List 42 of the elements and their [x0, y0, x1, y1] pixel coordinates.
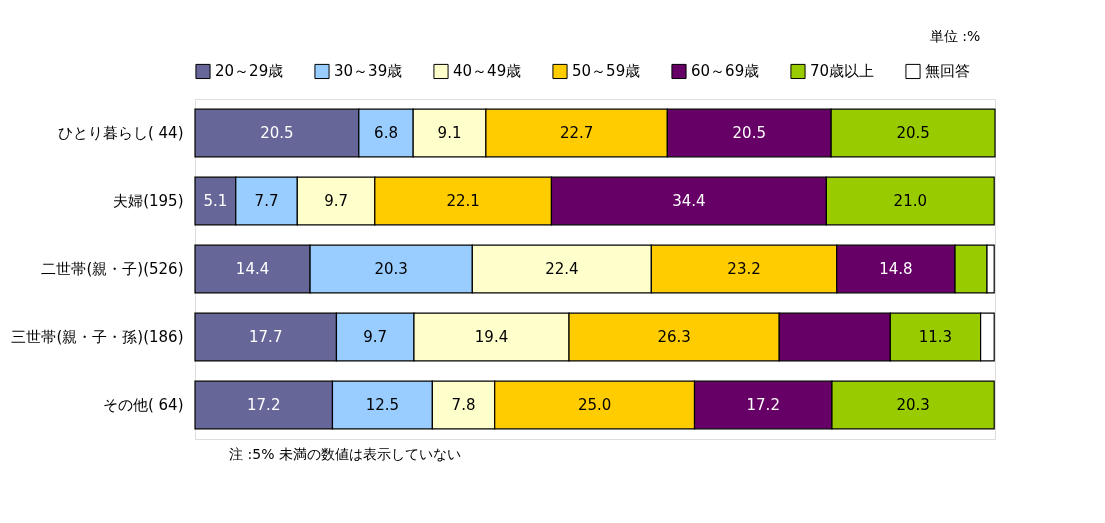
y-tick-label: 夫婦(195): [113, 192, 184, 210]
data-label: 20.5: [896, 124, 930, 142]
legend-label: 50～59歳: [572, 62, 641, 81]
data-label: 20.3: [896, 396, 930, 414]
legend-label: 無回答: [925, 62, 970, 81]
data-label: 14.4: [235, 260, 270, 278]
text: 注 :5% 未満の数値は表示していない: [229, 446, 461, 462]
data-label: 25.0: [577, 396, 612, 414]
y-tick-label: 三世帯(親・子・孫)(186): [11, 328, 184, 346]
data-label: 19.4: [474, 328, 509, 346]
data-label: 17.2: [247, 396, 281, 414]
data-label: 9.7: [324, 192, 348, 210]
data-label: 20.3: [374, 260, 408, 278]
data-label: 6.8: [374, 124, 398, 142]
data-label: 9.7: [363, 328, 388, 346]
data-label: 12.5: [365, 396, 400, 414]
data-label: 7.8: [451, 396, 476, 414]
data-label: 22.4: [545, 260, 579, 278]
data-label: 20.5: [260, 124, 294, 142]
y-tick-label: ひとり暮らし( 44): [57, 124, 184, 142]
legend-label: 30～39歳: [334, 62, 403, 81]
data-label: 20.5: [732, 124, 766, 142]
data-label: 22.7: [559, 124, 594, 142]
legend-label: 60～69歳: [691, 62, 760, 81]
data-label: 9.1: [437, 124, 462, 142]
data-label: 22.1: [446, 192, 480, 210]
data-label: 21.0: [893, 192, 927, 210]
data-label: 34.4: [672, 192, 706, 210]
legend-label: 40～49歳: [453, 62, 522, 81]
text: 単位 :%: [929, 28, 981, 44]
data-label: 14.8: [879, 260, 913, 278]
data-label: 23.2: [727, 260, 761, 278]
y-tick-label: 二世帯(親・子)(526): [41, 260, 184, 278]
data-label: 17.7: [249, 328, 283, 346]
data-label: 5.1: [203, 192, 228, 210]
data-label: 7.7: [254, 192, 279, 210]
data-label: 17.2: [746, 396, 780, 414]
data-label: 26.3: [657, 328, 691, 346]
y-tick-label: その他( 64): [102, 396, 184, 414]
legend-label: 70歳以上: [810, 62, 875, 81]
legend-label: 20～29歳: [215, 62, 284, 81]
data-label: 11.3: [918, 328, 953, 346]
